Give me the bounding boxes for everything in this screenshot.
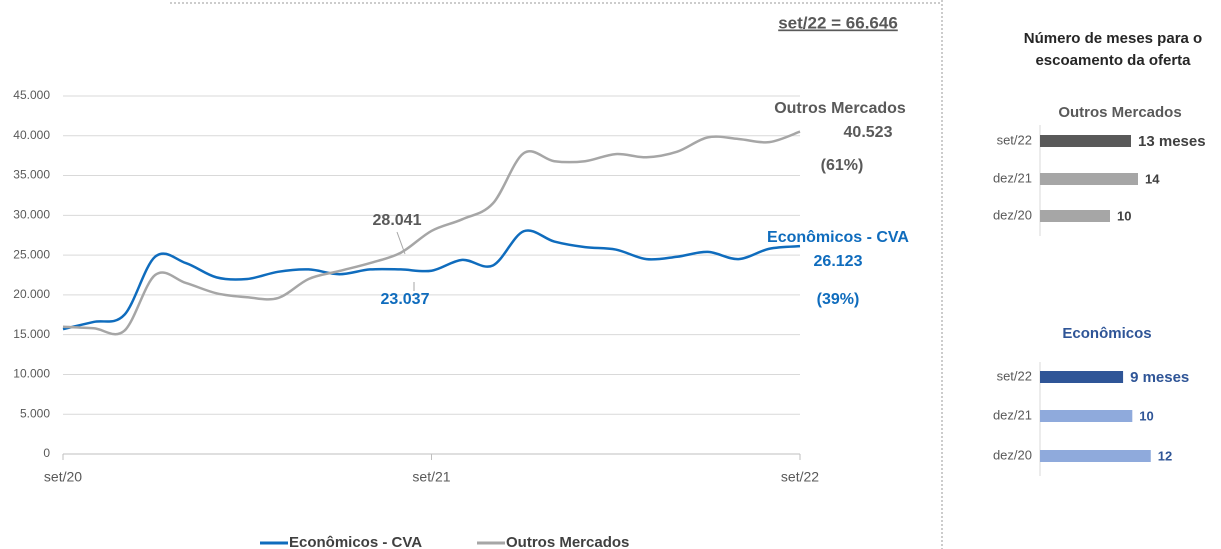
x-tick-label: set/20 [44,469,82,485]
data-label: 26.123 [814,253,863,270]
share-label: (39%) [817,291,860,308]
y-tick-label: set/22 [997,132,1032,147]
y-tick-label: 15.000 [13,327,50,341]
data-label: 28.041 [373,212,422,229]
data-label: 14 [1145,171,1160,186]
bar [1040,210,1110,222]
bar [1040,371,1124,383]
total-annotation: set/22 = 66.646 [778,13,898,32]
data-label: 9 meses [1130,369,1189,386]
x-tick-label: set/21 [412,469,450,485]
series-line [62,130,801,336]
share-label: (61%) [821,157,864,174]
y-tick-label: 30.000 [13,208,50,222]
data-label: 12 [1158,448,1172,463]
data-label: 10 [1117,208,1131,223]
bar [1040,135,1131,147]
y-tick-label: 35.000 [13,168,50,182]
end-label: Outros Mercados [774,100,906,117]
y-tick-label: dez/21 [993,170,1032,185]
y-tick-label: set/22 [997,368,1032,383]
y-tick-label: dez/20 [993,447,1032,462]
y-tick-label: dez/21 [993,407,1032,422]
legend-label: Econômicos - CVA [289,534,422,549]
bar [1040,450,1151,462]
y-tick-label: 0 [43,446,50,460]
series-line [62,229,801,331]
bar [1040,173,1138,185]
y-tick-label: 25.000 [13,247,50,261]
panel-title: Número de meses para o escoamento da ofe… [1023,30,1203,69]
y-tick-label: 10.000 [13,367,50,381]
data-label: 13 meses [1138,133,1206,150]
y-tick-label: 20.000 [13,287,50,301]
data-label: 40.523 [844,124,893,141]
y-tick-label: 40.000 [13,128,50,142]
bar-chart-title: Econômicos [1062,325,1151,342]
y-tick-label: dez/20 [993,207,1032,222]
data-label: 23.037 [381,291,430,308]
bar-chart-title: Outros Mercados [1058,104,1181,121]
end-label: Econômicos - CVA [767,229,909,246]
y-tick-label: 5.000 [20,406,50,420]
data-label: 10 [1139,408,1153,423]
x-tick-label: set/22 [781,469,819,485]
bar [1040,410,1133,422]
leader-line [396,231,406,255]
legend-label: Outros Mercados [506,534,629,549]
y-tick-label: 45.000 [13,88,50,102]
